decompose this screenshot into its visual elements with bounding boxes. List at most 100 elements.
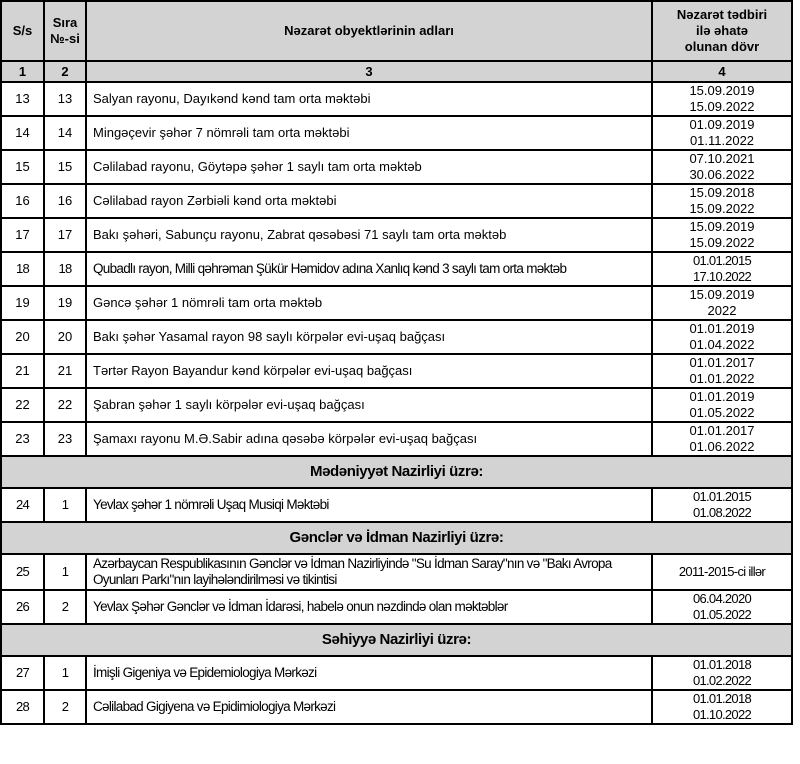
- header-row: S/s Sıra №-si Nəzarət obyektlərinin adla…: [0, 0, 793, 62]
- audit-table: S/s Sıra №-si Nəzarət obyektlərinin adla…: [0, 0, 793, 725]
- table-row: 15 15 Cəlilabad rayonu, Göytəpə şəhər 1 sa…: [0, 149, 793, 185]
- col-header-period-text: Nəzarət tədbiri ilə əhatə olunan dövr: [676, 7, 768, 54]
- table-row: 20 20 Bakı şəhər Yasamal rayon 98 saylı kö…: [0, 319, 793, 355]
- period-line: 15.09.2022: [689, 99, 755, 114]
- period-line: 30.06.2022: [689, 167, 755, 182]
- table-row: 25 1 Azərbaycan Respublikasının Gənclər və…: [0, 553, 793, 591]
- period-line: 15.09.2018: [689, 185, 755, 200]
- table-row: 22 22 Şabran şəhər 1 saylı körpələr evi-uş…: [0, 387, 793, 423]
- cell-ss: 21: [0, 353, 45, 389]
- table-row: 19 19 Gəncə şəhər 1 nömrəli tam orta məktə…: [0, 285, 793, 321]
- cell-object-name: Bakı şəhəri, Sabunçu rayonu, Zabrat qəsə…: [85, 217, 653, 253]
- period-line: 01.01.2015: [692, 253, 752, 268]
- cell-ss: 25: [0, 553, 45, 591]
- period-line: 01.04.2022: [689, 337, 755, 352]
- cell-period: 01.01.2018 01.02.2022: [651, 655, 793, 691]
- period-line: 01.01.2018: [692, 691, 752, 706]
- column-number-3: 3: [85, 60, 653, 83]
- cell-ss: 18: [0, 251, 45, 287]
- period-line: 01.10.2022: [692, 707, 752, 722]
- cell-period: 01.01.2015 17.10.2022: [651, 251, 793, 287]
- table-row: 16 16 Cəlilabad rayon Zərbiəli kənd orta m…: [0, 183, 793, 219]
- cell-period: 01.01.2019 01.04.2022: [651, 319, 793, 355]
- period-line: 07.10.2021: [689, 151, 755, 166]
- cell-period: 01.01.2015 01.08.2022: [651, 487, 793, 523]
- table-row: 18 18 Qubadlı rayon, Milli qəhrəman Şükür …: [0, 251, 793, 287]
- table-row: 24 1 Yevlax şəhər 1 nömrəli Uşaq Musiqi Mə…: [0, 487, 793, 523]
- cell-object-name: Gəncə şəhər 1 nömrəli tam orta məktəb: [85, 285, 653, 321]
- column-number-row: 1 2 3 4: [0, 60, 793, 83]
- cell-sira-no: 1: [43, 553, 87, 591]
- period-line: 01.01.2015: [692, 489, 752, 504]
- table-body: 13 13 Salyan rayonu, Dayıkənd kənd tam ort…: [0, 81, 793, 725]
- period-line: 01.09.2019: [689, 117, 755, 132]
- cell-ss: 20: [0, 319, 45, 355]
- cell-ss: 19: [0, 285, 45, 321]
- table-header: S/s Sıra №-si Nəzarət obyektlərinin adla…: [0, 0, 793, 83]
- period-line: 01.01.2019: [689, 389, 755, 404]
- cell-ss: 27: [0, 655, 45, 691]
- cell-ss: 26: [0, 589, 45, 625]
- period-line: 01.01.2022: [689, 371, 755, 386]
- cell-period: 01.01.2017 01.06.2022: [651, 421, 793, 457]
- cell-sira-no: 14: [43, 115, 87, 151]
- cell-ss: 13: [0, 81, 45, 117]
- period-line: 2011-2015-ci illər: [678, 564, 766, 579]
- period-line: 01.11.2022: [689, 133, 755, 148]
- cell-sira-no: 17: [43, 217, 87, 253]
- period-line: 01.01.2017: [689, 423, 755, 438]
- cell-object-name: Salyan rayonu, Dayıkənd kənd tam orta mə…: [85, 81, 653, 117]
- period-line: 2022: [707, 303, 737, 318]
- cell-period: 15.09.2019 15.09.2022: [651, 217, 793, 253]
- col-header-object-names: Nəzarət obyektlərinin adları: [85, 0, 653, 62]
- table-row: 26 2 Yevlax Şəhər Gənclər və İdman İdarəsi…: [0, 589, 793, 625]
- table-row: 21 21 Tərtər Rayon Bayandur kənd körpələr …: [0, 353, 793, 389]
- cell-ss: 16: [0, 183, 45, 219]
- cell-period: 2011-2015-ci illər: [651, 553, 793, 591]
- table-row: 28 2 Cəlilabad Gigiyena və Epidimiologiya …: [0, 689, 793, 725]
- period-line: 01.01.2018: [692, 657, 752, 672]
- cell-ss: 17: [0, 217, 45, 253]
- cell-sira-no: 2: [43, 589, 87, 625]
- cell-object-name: Bakı şəhər Yasamal rayon 98 saylı körpəl…: [85, 319, 653, 355]
- table-row: 17 17 Bakı şəhəri, Sabunçu rayonu, Zabrat …: [0, 217, 793, 253]
- cell-object-name: Qubadlı rayon, Milli qəhrəman Şükür Həmi…: [85, 251, 653, 287]
- cell-sira-no: 23: [43, 421, 87, 457]
- column-number-1: 1: [0, 60, 45, 83]
- cell-sira-no: 1: [43, 655, 87, 691]
- col-header-ss: S/s: [0, 0, 45, 62]
- cell-ss: 14: [0, 115, 45, 151]
- section-label: Mədəniyyət Nazirliyi üzrə:: [0, 455, 793, 489]
- cell-ss: 15: [0, 149, 45, 185]
- cell-object-name: Şabran şəhər 1 saylı körpələr evi-uşaq b…: [85, 387, 653, 423]
- cell-sira-no: 1: [43, 487, 87, 523]
- cell-period: 01.01.2017 01.01.2022: [651, 353, 793, 389]
- cell-period: 01.01.2018 01.10.2022: [651, 689, 793, 725]
- cell-object-name: Cəlilabad Gigiyena və Epidimiologiya Mər…: [85, 689, 653, 725]
- cell-sira-no: 18: [43, 251, 87, 287]
- period-line: 01.08.2022: [692, 505, 752, 520]
- cell-ss: 23: [0, 421, 45, 457]
- period-line: 01.05.2022: [692, 607, 752, 622]
- cell-object-name: Şamaxı rayonu M.Ə.Sabir adına qəsəbə kör…: [85, 421, 653, 457]
- cell-object-name: İmişli Gigeniya və Epidemiologiya Mərkəz…: [85, 655, 653, 691]
- cell-object-name: Cəlilabad rayon Zərbiəli kənd orta məktə…: [85, 183, 653, 219]
- cell-sira-no: 19: [43, 285, 87, 321]
- table-row: 14 14 Mingəçevir şəhər 7 nömrəli tam orta …: [0, 115, 793, 151]
- period-line: 15.09.2019: [689, 287, 755, 302]
- cell-object-name: Yevlax Şəhər Gənclər və İdman İdarəsi, h…: [85, 589, 653, 625]
- section-label: Səhiyyə Nazirliyi üzrə:: [0, 623, 793, 657]
- section-row: Gənclər və İdman Nazirliyi üzrə:: [0, 521, 793, 555]
- cell-period: 15.09.2019 15.09.2022: [651, 81, 793, 117]
- cell-period: 15.09.2018 15.09.2022: [651, 183, 793, 219]
- cell-object-name: Azərbaycan Respublikasının Gənclər və İd…: [85, 553, 653, 591]
- cell-ss: 28: [0, 689, 45, 725]
- period-line: 01.01.2017: [689, 355, 755, 370]
- section-row: Səhiyyə Nazirliyi üzrə:: [0, 623, 793, 657]
- col-header-sira-no: Sıra №-si: [43, 0, 87, 62]
- cell-sira-no: 22: [43, 387, 87, 423]
- cell-sira-no: 20: [43, 319, 87, 355]
- cell-sira-no: 2: [43, 689, 87, 725]
- cell-sira-no: 21: [43, 353, 87, 389]
